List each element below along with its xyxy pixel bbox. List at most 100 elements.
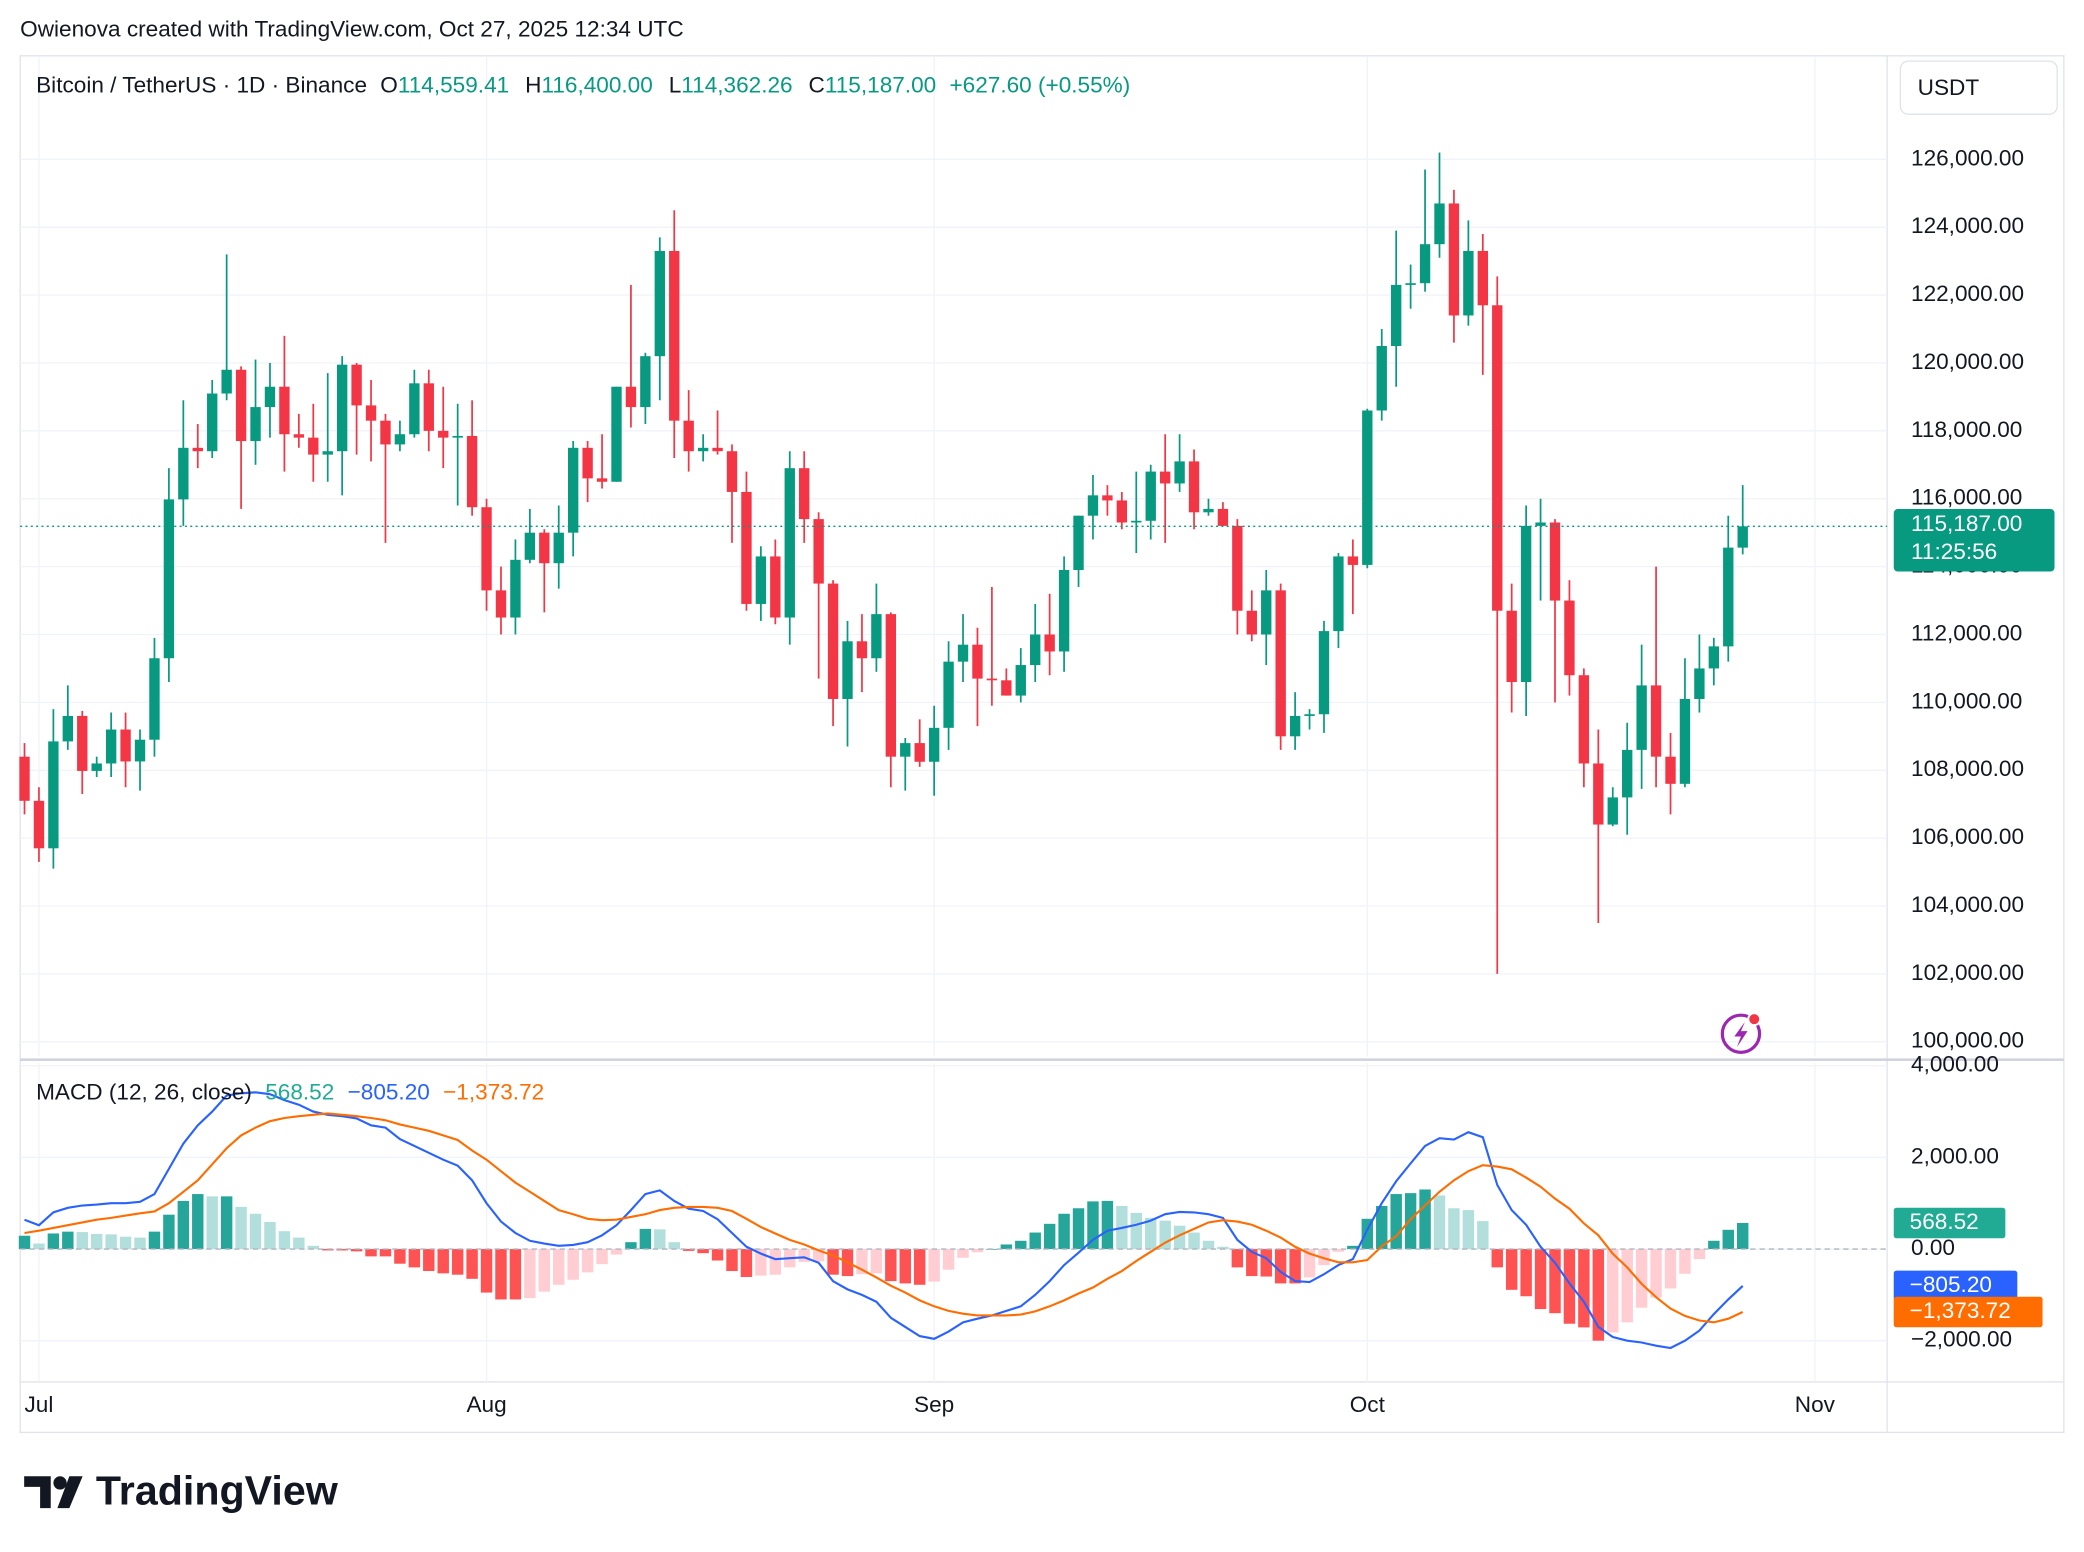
candle-body: [986, 678, 998, 681]
histogram-bar: [192, 1194, 204, 1250]
candle-body: [1203, 508, 1214, 513]
histogram-bar: [1650, 1249, 1662, 1298]
macd-line: [24, 1091, 1744, 1350]
histogram-bar: [1736, 1222, 1749, 1250]
y-tick-label: 106,000.00: [1911, 824, 2024, 849]
histogram-bar: [293, 1237, 305, 1250]
candle-body: [1448, 203, 1460, 316]
candle-body: [322, 451, 333, 455]
histogram-bar: [913, 1249, 926, 1285]
histogram-bar: [495, 1249, 507, 1300]
histogram-bar: [1635, 1249, 1648, 1308]
legend-key: L: [669, 72, 682, 97]
histogram-bar: [957, 1249, 969, 1258]
candle-body: [91, 763, 102, 771]
histogram-bar: [1708, 1240, 1720, 1250]
legend: Bitcoin / TetherUS · 1D · Binance O114,55…: [36, 72, 1130, 97]
candle-body: [799, 468, 810, 520]
candle-body: [1549, 522, 1561, 601]
candle-body: [1405, 283, 1416, 285]
histogram-bar: [885, 1249, 897, 1282]
legend: MACD (12, 26, close) 568.52 −805.20 −1,373.…: [36, 1080, 544, 1105]
histogram-bar: [1087, 1201, 1099, 1250]
candle-body: [380, 420, 391, 445]
histogram-bar: [596, 1249, 608, 1265]
histogram-bar: [1376, 1205, 1388, 1250]
legend-key: C: [809, 72, 825, 97]
candle-body: [741, 491, 752, 604]
histogram-bar: [625, 1242, 637, 1250]
candle-body: [669, 250, 680, 421]
candle-body: [134, 739, 146, 762]
histogram-bar: [249, 1213, 262, 1250]
histogram-bar: [711, 1249, 724, 1261]
value-tag: [1893, 1270, 2018, 1302]
candle-body: [1578, 675, 1590, 764]
histogram-bar: [451, 1249, 464, 1275]
candle-body: [697, 447, 709, 452]
histogram-bar: [928, 1249, 940, 1282]
candle-body: [279, 386, 290, 435]
candle-body: [957, 644, 969, 662]
histogram-bar: [119, 1236, 132, 1250]
candle-body: [1376, 345, 1387, 411]
histogram-bar: [1549, 1249, 1561, 1314]
histogram-bar: [1462, 1210, 1475, 1250]
candle-body: [1145, 471, 1156, 521]
histogram-bar: [682, 1249, 695, 1251]
candle-body: [510, 559, 521, 618]
candle-body: [250, 407, 261, 442]
histogram-bar: [220, 1196, 233, 1250]
candle-body: [33, 800, 45, 849]
alert-icon[interactable]: [1720, 1012, 1762, 1054]
candle-body: [1275, 590, 1286, 737]
candle-body: [394, 434, 406, 445]
histogram-bar: [423, 1249, 435, 1272]
series-value: −805.20: [348, 1080, 430, 1105]
histogram-bar: [47, 1233, 60, 1250]
candle-body: [928, 727, 940, 762]
histogram-bar: [610, 1249, 623, 1255]
histogram-bar: [1578, 1249, 1590, 1328]
chart-frame: [19, 55, 2065, 1434]
histogram-bar: [322, 1249, 334, 1251]
histogram-bar: [177, 1200, 190, 1250]
candle-body: [1044, 634, 1055, 652]
candle-body: [871, 614, 882, 659]
candle-body: [1419, 244, 1431, 284]
y-tick-label: −2,000.00: [1911, 1327, 2012, 1352]
histogram-bar: [365, 1249, 377, 1257]
histogram-bar: [1015, 1240, 1027, 1250]
histogram-bar: [581, 1249, 594, 1273]
histogram-bar: [1029, 1232, 1041, 1250]
currency-box[interactable]: [1899, 60, 2058, 115]
candle-body: [1477, 250, 1488, 306]
candle-body: [293, 434, 305, 438]
histogram-bar: [1303, 1249, 1316, 1278]
histogram-bar: [1693, 1249, 1706, 1260]
y-tick-label: 104,000.00: [1911, 892, 2024, 917]
candle-body: [1622, 749, 1633, 798]
histogram-bar: [264, 1222, 276, 1250]
histogram-bar: [1202, 1240, 1215, 1250]
candle-body: [582, 447, 593, 479]
histogram-bar: [1188, 1232, 1200, 1250]
histogram-bar: [899, 1249, 911, 1284]
histogram-bar: [235, 1206, 247, 1250]
candle-body: [192, 447, 203, 452]
candle-body: [625, 386, 637, 408]
histogram-bar: [1318, 1249, 1330, 1266]
y-tick-label: 116,000.00: [1911, 485, 2022, 510]
candle-body: [1708, 646, 1720, 669]
histogram-bar: [1419, 1189, 1431, 1250]
y-tick-label: 112,000.00: [1911, 620, 2022, 645]
y-tick-label: 4,000.00: [1911, 1052, 1999, 1077]
histogram-bar: [524, 1249, 536, 1299]
candle-body: [1246, 610, 1257, 635]
histogram-bar: [1433, 1195, 1446, 1250]
candle-body: [19, 756, 30, 801]
candle-body: [308, 437, 319, 455]
candle-body: [466, 435, 478, 508]
